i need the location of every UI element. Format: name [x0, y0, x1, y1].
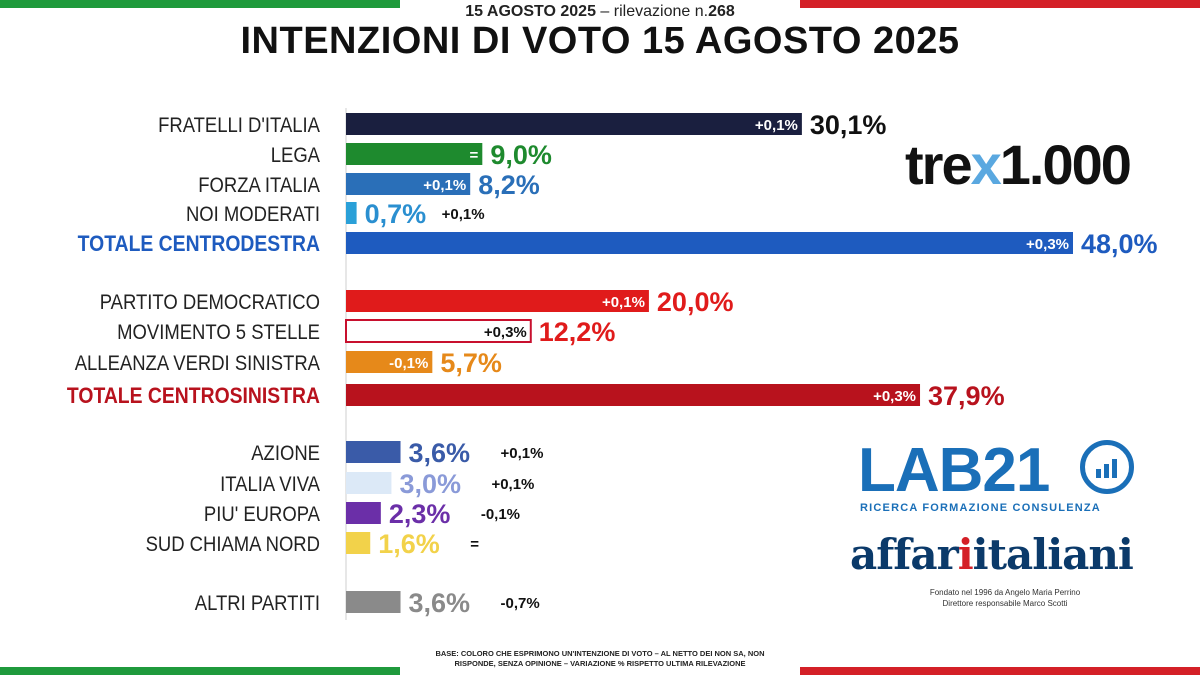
change-label-noi-moderati: +0,1% — [442, 206, 485, 223]
affaritaliani-logo: affariitaliani — [850, 530, 1134, 579]
category-label-totale-centrodestra: TOTALE CENTRODESTRA — [78, 232, 320, 256]
bar-totale-centrosinistra — [346, 384, 921, 406]
change-label-altri-partiti: -0,7% — [501, 595, 540, 612]
affaritaliani-credits: Fondato nel 1996 da Angelo Maria Perrino… — [870, 587, 1140, 609]
category-label-fratelli-d-italia: FRATELLI D'ITALIA — [158, 114, 321, 137]
affari-logo-part1: affar — [850, 530, 959, 579]
flag-stripe-red-bottom-right — [800, 667, 1200, 675]
bar-fratelli-d-italia — [346, 113, 802, 135]
value-label-sud-chiama-nord: 1,6% — [378, 529, 440, 559]
affari-logo-one: i — [957, 530, 974, 579]
value-label-forza-italia: 8,2% — [478, 170, 540, 200]
bar-altri-partiti — [346, 591, 401, 613]
bar-azione — [346, 441, 401, 463]
chart-title: INTENZIONI DI VOTO 15 AGOSTO 2025 — [240, 20, 960, 62]
value-label-lega: 9,0% — [490, 140, 552, 170]
change-label-alleanza-verdi-sinistra: -0,1% — [389, 355, 428, 372]
footnote-line-1: BASE: COLORO CHE ESPRIMONO UN'INTENZIONE… — [435, 649, 765, 658]
bar-movimento-5-stelle — [345, 319, 532, 343]
change-label-italia-viva: +0,1% — [491, 476, 534, 493]
category-label-lega: LEGA — [271, 144, 321, 167]
survey-date: 15 AGOSTO 2025 — [465, 3, 596, 20]
change-label-partito-democratico: +0,1% — [602, 294, 645, 311]
change-label-totale-centrosinistra: +0,3% — [873, 388, 916, 405]
value-label-movimento-5-stelle: 12,2% — [539, 317, 616, 347]
footnote-line-2: RISPONDE, SENZA OPINIONE – VARIAZIONE % … — [454, 659, 746, 668]
methodology-footnote: BASE: COLORO CHE ESPRIMONO UN'INTENZIONE… — [400, 649, 800, 669]
bar-noi-moderati — [346, 202, 357, 224]
lab21-chart-icon — [1080, 440, 1134, 494]
survey-number: 268 — [708, 3, 735, 20]
affari-credit-director: Direttore responsabile Marco Scotti — [942, 599, 1068, 608]
value-label-totale-centrosinistra: 37,9% — [928, 381, 1005, 411]
category-label-totale-centrosinistra: TOTALE CENTROSINISTRA — [67, 384, 320, 408]
value-label-noi-moderati: 0,7% — [365, 199, 427, 229]
change-label-forza-italia: +0,1% — [423, 177, 466, 194]
change-label-totale-centrodestra: +0,3% — [1026, 236, 1069, 253]
category-label-piu-europa: PIU' EUROPA — [204, 503, 321, 526]
category-label-movimento-5-stelle: MOVIMENTO 5 STELLE — [117, 321, 320, 344]
trex-logo-x: x — [970, 133, 1002, 196]
category-label-italia-viva: ITALIA VIVA — [220, 473, 321, 496]
change-label-fratelli-d-italia: +0,1% — [755, 117, 798, 134]
affari-credit-founder: Fondato nel 1996 da Angelo Maria Perrino — [929, 588, 1081, 597]
trex-logo-part1: tre — [905, 133, 973, 196]
value-label-italia-viva: 3,0% — [399, 469, 461, 499]
change-label-azione: +0,1% — [501, 445, 544, 462]
flag-stripe-green-bottom-left — [0, 667, 400, 675]
survey-subtitle: 15 AGOSTO 2025 – rilevazione n.268 — [0, 3, 1200, 21]
category-label-partito-democratico: PARTITO DEMOCRATICO — [100, 291, 320, 314]
category-label-forza-italia: FORZA ITALIA — [198, 174, 321, 197]
bar-italia-viva — [346, 472, 392, 494]
survey-label: rilevazione n. — [613, 3, 709, 20]
trex-logo-part2: 1.000 — [999, 133, 1132, 196]
bar-alleanza-verdi-sinistra — [346, 351, 433, 373]
bar-totale-centrodestra — [346, 232, 1073, 254]
bar-lega — [346, 143, 483, 165]
value-label-alleanza-verdi-sinistra: 5,7% — [440, 348, 502, 378]
bar-piu-europa — [346, 502, 381, 524]
change-label-lega: = — [470, 147, 479, 164]
value-label-fratelli-d-italia: 30,1% — [810, 110, 887, 140]
category-label-noi-moderati: NOI MODERATI — [186, 203, 320, 226]
bar-forza-italia — [346, 173, 471, 195]
change-label-sud-chiama-nord: = — [470, 536, 479, 553]
value-label-totale-centrodestra: 48,0% — [1081, 229, 1158, 259]
lab21-logo: LAB21 — [858, 436, 1050, 505]
category-label-azione: AZIONE — [251, 442, 320, 465]
value-label-piu-europa: 2,3% — [389, 499, 451, 529]
bar-partito-democratico — [346, 290, 649, 312]
affari-logo-part2: italiani — [972, 530, 1134, 579]
value-label-partito-democratico: 20,0% — [657, 287, 734, 317]
flag-stripe-red-top-right — [800, 0, 1200, 8]
trex1000-logo: trex1.000 — [905, 132, 1132, 197]
change-label-movimento-5-stelle: +0,3% — [484, 324, 527, 341]
value-label-azione: 3,6% — [409, 438, 471, 468]
flag-stripe-green-top-left — [0, 0, 400, 8]
value-label-altri-partiti: 3,6% — [409, 588, 471, 618]
category-label-altri-partiti: ALTRI PARTITI — [195, 592, 320, 615]
survey-separator: – — [600, 3, 610, 20]
bar-sud-chiama-nord — [346, 532, 371, 554]
lab21-tagline: RICERCA FORMAZIONE CONSULENZA — [860, 502, 1101, 514]
change-label-piu-europa: -0,1% — [481, 506, 520, 523]
category-label-sud-chiama-nord: SUD CHIAMA NORD — [146, 533, 320, 556]
category-label-alleanza-verdi-sinistra: ALLEANZA VERDI SINISTRA — [75, 352, 321, 375]
